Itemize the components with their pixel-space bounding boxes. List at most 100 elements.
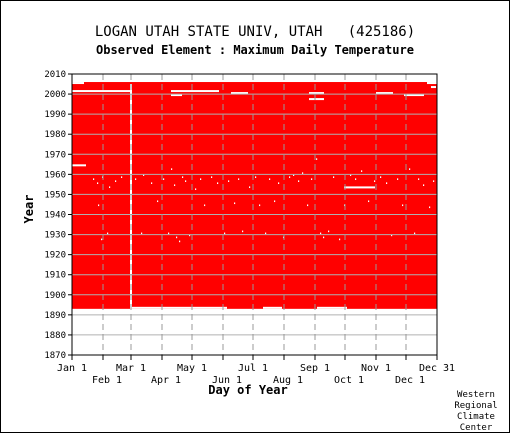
chart-subtitle: Observed Element : Maximum Daily Tempera… <box>96 43 414 57</box>
missing-day <box>242 230 244 233</box>
y-tick-label: 2010 <box>44 70 66 80</box>
missing-day <box>409 168 411 170</box>
missing-segment <box>404 94 424 97</box>
missing-day <box>97 182 99 184</box>
missing-segment <box>431 86 436 89</box>
missing-segment <box>132 306 227 309</box>
y-tick-label: 1950 <box>44 190 66 200</box>
missing-segment <box>317 306 347 309</box>
missing-day <box>265 232 267 235</box>
missing-day <box>311 178 313 180</box>
credit-line: Western <box>457 390 495 400</box>
x-tick-label: Jun 1 <box>212 375 242 386</box>
credit-text: Western Regional Climate Center <box>450 390 502 434</box>
missing-day <box>98 204 100 207</box>
x-axis-label: Day of Year <box>208 383 287 397</box>
missing-day <box>189 234 191 237</box>
x-tick-label: Nov 1 <box>361 363 391 374</box>
credit-line: Regional <box>454 401 498 411</box>
missing-day <box>339 238 341 241</box>
missing-segment <box>376 92 393 95</box>
missing-day <box>429 206 431 209</box>
y-tick-label: 1910 <box>44 271 66 281</box>
missing-segment <box>231 92 248 95</box>
x-tick-label: Apr 1 <box>151 375 181 386</box>
missing-day <box>93 178 95 180</box>
x-tick-label: Feb 1 <box>92 375 122 386</box>
missing-day <box>414 232 416 235</box>
missing-segment <box>344 186 375 189</box>
missing-day <box>211 176 213 178</box>
missing-day <box>228 180 230 182</box>
x-tick-label: Oct 1 <box>334 375 364 386</box>
missing-segment <box>309 98 324 101</box>
missing-day <box>259 204 261 207</box>
missing-day <box>168 232 170 235</box>
missing-day <box>298 180 300 182</box>
missing-day <box>204 204 206 207</box>
missing-day <box>368 200 370 203</box>
x-tick-label: Mar 1 <box>116 363 146 374</box>
missing-segment <box>171 94 182 97</box>
missing-day <box>323 236 325 239</box>
y-tick-label: 1980 <box>44 130 66 140</box>
missing-day <box>174 184 176 186</box>
missing-day <box>109 186 111 188</box>
missing-day <box>224 232 226 235</box>
missing-day <box>402 204 404 207</box>
missing-day <box>217 182 219 184</box>
missing-day <box>374 180 376 182</box>
y-tick-label: 1930 <box>44 231 66 241</box>
y-tick-label: 1900 <box>44 291 66 301</box>
y-tick-label: 1880 <box>44 331 66 341</box>
missing-segment <box>309 92 324 95</box>
missing-day <box>423 184 425 186</box>
chart-title: LOGAN UTAH STATE UNIV, UTAH (425186) <box>94 24 416 40</box>
missing-day <box>386 182 388 184</box>
y-tick-label: 1940 <box>44 211 66 221</box>
missing-day <box>157 200 159 203</box>
missing-day <box>249 186 251 188</box>
missing-segment <box>72 164 86 167</box>
missing-day <box>302 172 304 174</box>
missing-day <box>361 170 363 172</box>
y-tick-label: 1960 <box>44 170 66 180</box>
missing-day <box>141 232 143 235</box>
credit-line: Center <box>459 423 493 433</box>
credit-line: Climate <box>457 412 495 422</box>
missing-day <box>320 232 322 235</box>
y-tick-label: 1970 <box>44 150 66 160</box>
missing-segment <box>72 82 84 85</box>
x-tick-label: Jul 1 <box>238 363 268 374</box>
missing-day <box>176 236 178 239</box>
missing-day <box>101 238 103 241</box>
missing-day <box>151 182 153 184</box>
x-tick-label: May 1 <box>177 363 207 374</box>
missing-day <box>269 178 271 180</box>
missing-day <box>171 168 173 170</box>
x-tick-label: Sep 1 <box>300 363 330 374</box>
missing-day <box>200 178 202 180</box>
missing-day <box>397 178 399 180</box>
missing-day <box>121 176 123 178</box>
missing-day <box>179 240 181 243</box>
missing-day <box>185 180 187 182</box>
missing-day <box>418 178 420 180</box>
missing-segment <box>263 306 282 309</box>
missing-day <box>433 180 435 182</box>
missing-day <box>289 176 291 178</box>
missing-day <box>135 178 137 180</box>
y-tick-label: 2000 <box>44 90 66 100</box>
missing-day <box>195 188 197 191</box>
missing-day <box>380 176 382 178</box>
y-tick-label: 1990 <box>44 110 66 120</box>
missing-day <box>107 232 109 235</box>
missing-day <box>307 204 309 207</box>
missing-segment <box>72 90 130 93</box>
y-tick-label: 1920 <box>44 251 66 261</box>
missing-segment <box>427 82 437 85</box>
axes: 1870 1880 1890 1900 1910 1920 1930 1940 1950 1960… <box>44 70 455 386</box>
y-axis-label: Year <box>22 195 36 224</box>
missing-day <box>316 158 318 160</box>
